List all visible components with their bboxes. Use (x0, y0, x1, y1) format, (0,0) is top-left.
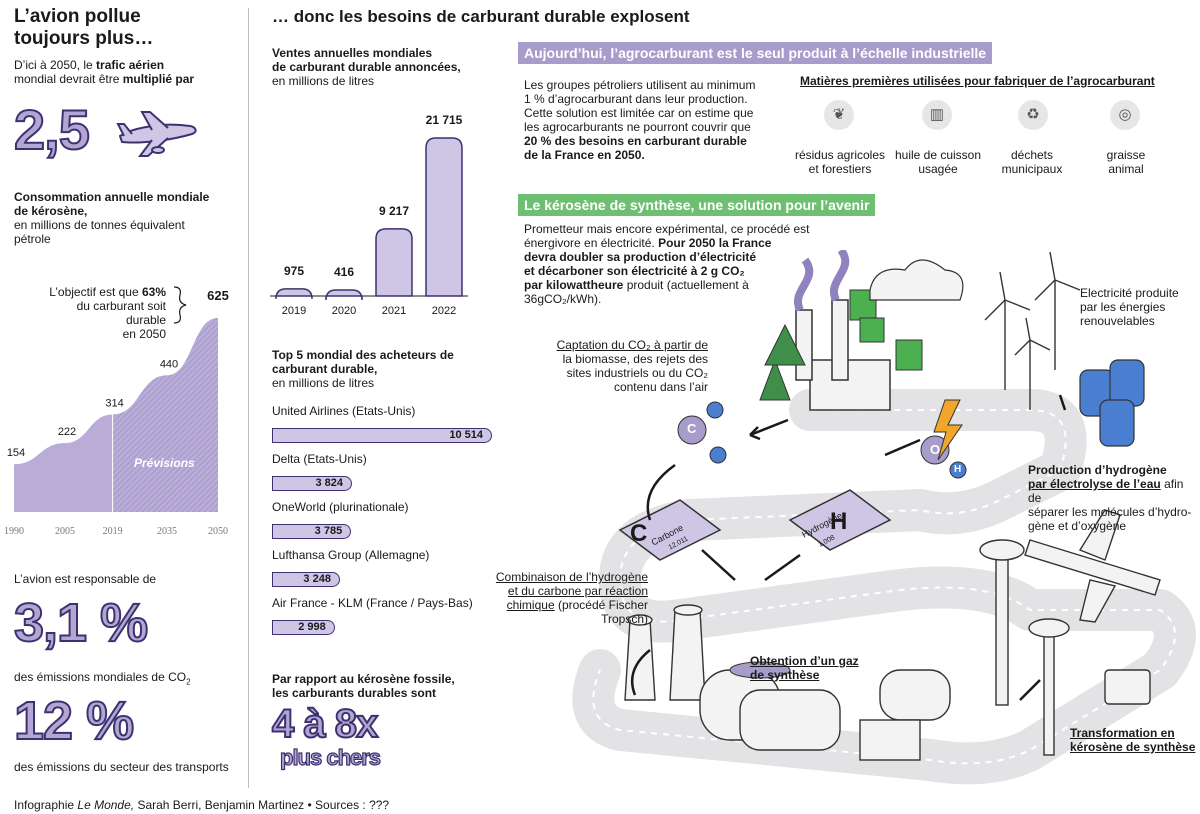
fat-icon: ◎ (1110, 100, 1140, 130)
leaf-icon: ❦ (824, 100, 854, 130)
top5-value-label: 3 824 (315, 477, 343, 489)
material-item: huile de cuisson usagée (894, 148, 982, 176)
combination-caption: Combinaison de l’hydrogène et du carbone… (495, 570, 648, 626)
area-value-label: 440 (160, 358, 178, 370)
carbon-symbol: C (630, 520, 648, 547)
sales-value-label: 975 (284, 264, 304, 278)
sales-category-label: 2022 (432, 305, 456, 317)
sales-title: Ventes annuelles mondiales de carburant … (272, 46, 461, 88)
sales-bar (325, 289, 363, 301)
main-title: … donc les besoins de carburant durable … (272, 7, 690, 26)
top5-value-label: 3 785 (314, 525, 343, 537)
forecast-area (112, 318, 218, 512)
sales-bar (375, 228, 413, 297)
top5-value-label: 2 998 (298, 621, 326, 633)
sales-category-label: 2021 (382, 305, 406, 317)
top5-value-label: 3 248 (303, 573, 331, 585)
sales-category-label: 2020 (332, 305, 356, 317)
atom-c: C (687, 421, 697, 436)
top5-bar: 3 248 (272, 572, 340, 587)
top5-bar: 2 998 (272, 620, 335, 635)
area-value-label: 314 (105, 398, 123, 410)
sales-category-label: 2019 (282, 305, 306, 317)
jar-icon: ▥ (922, 100, 952, 130)
top5-bar: 3 824 (272, 476, 352, 491)
kerosene-title: Consommation annuelle mondiale de kérosè… (14, 190, 210, 246)
footer-credits: Infographie Le Monde, Sarah Berri, Benja… (14, 798, 390, 812)
sales-value-label: 9 217 (379, 204, 409, 218)
materials-title: Matières premières utilisées pour fabriq… (800, 74, 1155, 88)
top5-category-label: Delta (Etats-Unis) (272, 452, 367, 466)
area-value-label: 222 (58, 426, 76, 438)
top5-category-label: Air France - KLM (France / Pays-Bas) (272, 596, 473, 610)
area-tick-label: 1990 (4, 526, 24, 537)
synthesis-process-illustration (572, 250, 1196, 785)
co2-text: des émissions mondiales de CO2 (14, 670, 191, 687)
traffic-multiplier: 2,5 (13, 98, 91, 161)
transform-caption: Transformation en kérosène de synthèse (1070, 726, 1196, 754)
gas-caption: Obtention d’un gaz de synthèse (750, 654, 859, 682)
area-value-label: 154 (7, 447, 25, 459)
pct-transport: 12 % (13, 691, 135, 751)
column-divider (248, 8, 249, 788)
banner-agro: Aujourd’hui, l’agrocarburant est le seul… (518, 42, 993, 64)
forecast-label: Prévisions (134, 456, 195, 470)
top5-category-label: Lufthansa Group (Allemagne) (272, 548, 430, 562)
hydrogen-caption: Production d’hydrogène par électrolyse d… (1028, 463, 1192, 533)
compare-big2: plus chers (279, 745, 381, 770)
sales-bar (275, 288, 313, 299)
top5-value-label: 10 514 (449, 429, 483, 441)
pct-global: 3,1 % (13, 593, 149, 653)
area-tick-label: 2019 (103, 526, 123, 537)
area-tick-label: 2005 (55, 526, 75, 537)
compare-big: 4 à 8x (271, 701, 379, 747)
sales-value-label: 21 715 (426, 113, 463, 127)
area-tick-label: 2050 (208, 526, 228, 537)
electricity-caption: Electricité produite par les énergies re… (1080, 286, 1179, 328)
top5-bar: 3 785 (272, 524, 352, 539)
kerosene-area-chart: 154 1990 222 2005 314 2019 440 2035 625 2050 (4, 288, 229, 537)
top5-category-label: OneWorld (plurinationale) (272, 500, 409, 514)
banner-synthesis: Le kérosène de synthèse, une solution po… (518, 194, 876, 216)
material-item: résidus agricoles et forestiers (794, 148, 886, 176)
recycle-icon: ♻ (1018, 100, 1048, 130)
left-title: L’avion pollue toujours plus… (14, 6, 154, 49)
objective-note: L’objectif est que 63% du carburant soit… (49, 285, 166, 341)
sales-bar (425, 137, 463, 297)
area-value-label: 625 (207, 288, 229, 303)
responsible-text: L’avion est responsable de (14, 572, 157, 586)
hydrogen-symbol: H (830, 508, 848, 535)
agro-text: Les groupes pétroliers utilisent au mini… (524, 78, 756, 162)
area-tick-label: 2035 (157, 526, 177, 537)
compare-text: Par rapport au kérosène fossile, les car… (272, 672, 455, 700)
sales-bar-chart: 975 2019 416 2020 9 217 2021 21 715 2022 (270, 113, 468, 317)
material-item: déchets municipaux (1001, 148, 1063, 176)
top5-bar-chart: United Airlines (Etats-Unis) 10 514 Delta … (272, 404, 502, 644)
top5-category-label: United Airlines (Etats-Unis) (272, 404, 416, 418)
material-item: graisse animal (1106, 148, 1146, 176)
atom-h: H (954, 464, 962, 475)
transport-text: des émissions du secteur des transports (14, 760, 229, 774)
brace-icon (173, 286, 187, 324)
synthesis-text: Prometteur mais encore expérimental, ce … (524, 222, 810, 306)
top5-title: Top 5 mondial des acheteurs de carburant… (272, 348, 454, 390)
sales-value-label: 416 (334, 265, 354, 279)
atom-o: O (930, 442, 941, 457)
top5-bar: 10 514 (272, 428, 492, 443)
airplane-icon (116, 111, 197, 157)
traffic-text: D’ici à 2050, le trafic aérien mondial d… (14, 58, 195, 86)
capture-caption: Captation du CO₂ à partir de la biomasse… (556, 338, 708, 394)
